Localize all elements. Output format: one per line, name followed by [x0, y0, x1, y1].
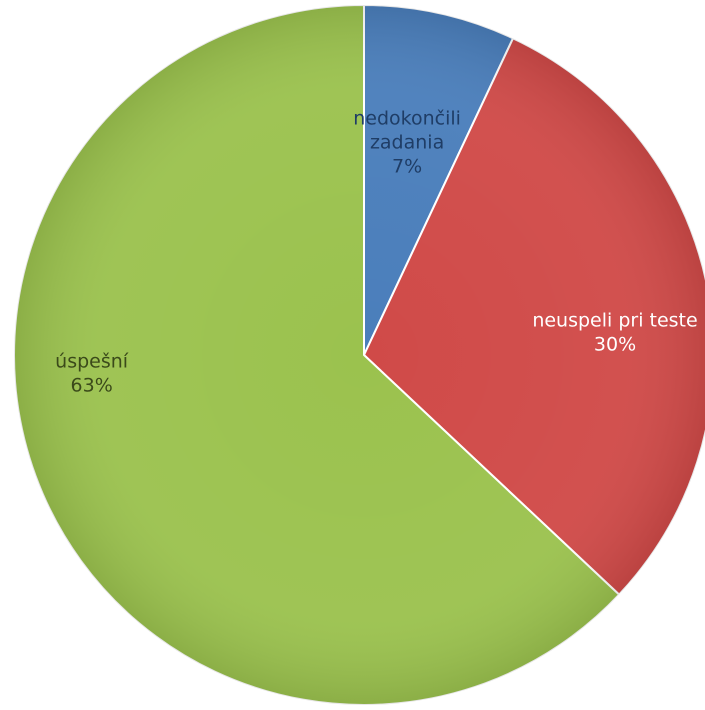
slice-label-1: nedokončili zadania 7% [353, 107, 461, 177]
slice-percent: 63% [71, 375, 113, 397]
slice-label-3: úspešní 63% [55, 351, 129, 397]
slice-name: nedokončili [353, 107, 461, 129]
slice-label-2: neuspeli pri teste 30% [532, 310, 697, 356]
slice-name: zadania [370, 131, 444, 153]
pie-labels: nedokončili zadania 7% neuspeli pri teste 30… [55, 107, 698, 396]
slice-name: neuspeli pri teste [532, 310, 697, 332]
slice-name: úspešní [55, 351, 129, 373]
slice-percent: 30% [594, 334, 636, 356]
slice-percent: 7% [392, 155, 422, 177]
